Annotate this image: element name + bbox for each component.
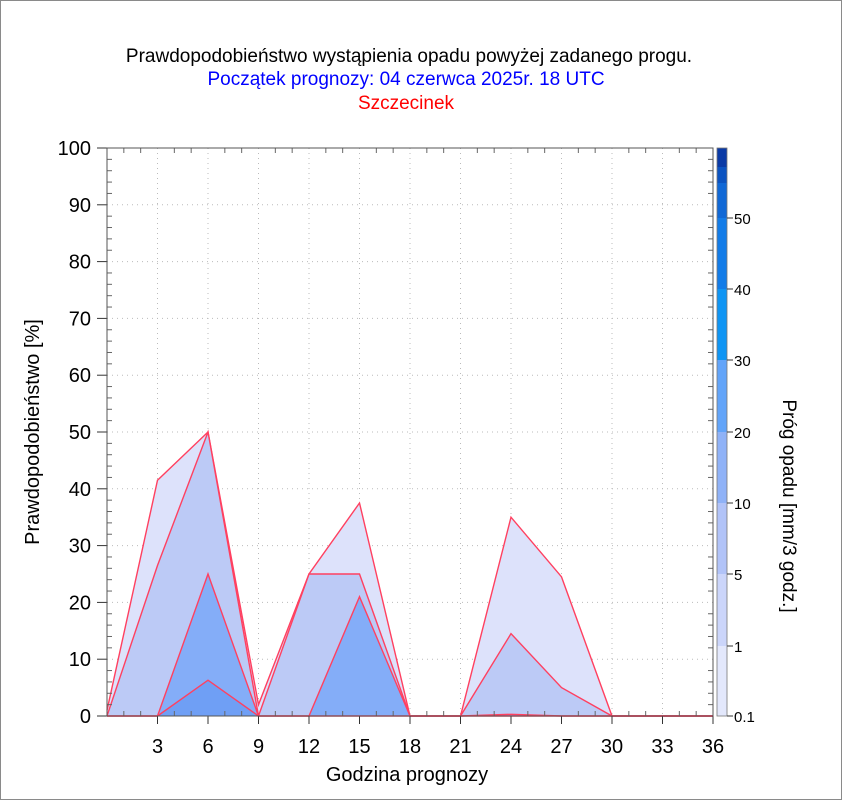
y-tick-label: 40 (69, 479, 91, 501)
x-tick-label: 3 (152, 736, 163, 758)
colorbar-tick-label: 10 (734, 496, 751, 513)
colorbar-tick-label: 20 (734, 425, 751, 442)
colorbar-tick-label: 50 (734, 211, 751, 228)
chart-title: Prawdopodobieństwo wystąpienia opadu pow… (126, 46, 692, 67)
colorbar-label: Próg opadu [mm/3 godz.] (778, 399, 799, 612)
colorbar-tick-label: 30 (734, 353, 751, 370)
colorbar-tick-label: 5 (734, 567, 742, 584)
x-tick-label: 6 (202, 736, 213, 758)
x-tick-label: 15 (348, 736, 370, 758)
colorbar-segment (717, 574, 727, 646)
colorbar-segment (717, 503, 727, 574)
colorbar-tick-label: 1 (734, 639, 742, 656)
colorbar-segment (717, 360, 727, 432)
x-tick-label: 18 (399, 736, 421, 758)
colorbar-segment (717, 432, 727, 503)
area-threshold-0.1 (107, 432, 713, 716)
plot-border (106, 147, 714, 717)
colorbar-segment (717, 646, 727, 716)
y-tick-label: 100 (58, 138, 91, 160)
y-axis-label: Prawdopodobieństwo [%] (22, 319, 44, 545)
y-tick-label: 20 (69, 592, 91, 614)
x-tick-label: 33 (651, 736, 673, 758)
y-axis: 0 10 20 30 40 50 60 70 80 90 100 (58, 138, 713, 728)
threshold-colorbar: 0.1 1 5 10 20 30 40 50 (716, 147, 755, 726)
y-tick-label: 80 (69, 252, 91, 274)
x-tick-label: 21 (449, 736, 471, 758)
area-threshold-5 (107, 574, 713, 716)
x-tick-label: 30 (601, 736, 623, 758)
x-tick-label: 12 (298, 736, 320, 758)
y-tick-label: 70 (69, 308, 91, 330)
colorbar-segment (717, 167, 727, 183)
chart-location: Szczecinek (358, 93, 455, 114)
colorbar-tick-label: 0.1 (734, 709, 755, 726)
x-tick-label: 36 (702, 736, 724, 758)
y-tick-label: 10 (69, 649, 91, 671)
x-tick-label: 24 (500, 736, 522, 758)
colorbar-tick-label: 40 (734, 282, 751, 299)
area-threshold-10 (107, 680, 713, 716)
colorbar-segment (717, 289, 727, 360)
x-axis: 3 6 9 12 15 18 21 24 27 30 33 36 (123, 148, 724, 758)
y-tick-label: 30 (69, 536, 91, 558)
y-tick-label: 90 (69, 195, 91, 217)
chart-subtitle: Początek prognozy: 04 czerwca 2025r. 18 … (207, 69, 604, 90)
colorbar-segment (717, 148, 727, 167)
y-tick-label: 60 (69, 365, 91, 387)
x-tick-label: 27 (550, 736, 572, 758)
y-tick-label: 50 (69, 422, 91, 444)
y-tick-label: 0 (80, 706, 91, 728)
x-axis-label: Godzina prognozy (326, 764, 488, 786)
colorbar-segment (717, 218, 727, 289)
colorbar-segment (717, 183, 727, 218)
x-tick-label: 9 (253, 736, 264, 758)
